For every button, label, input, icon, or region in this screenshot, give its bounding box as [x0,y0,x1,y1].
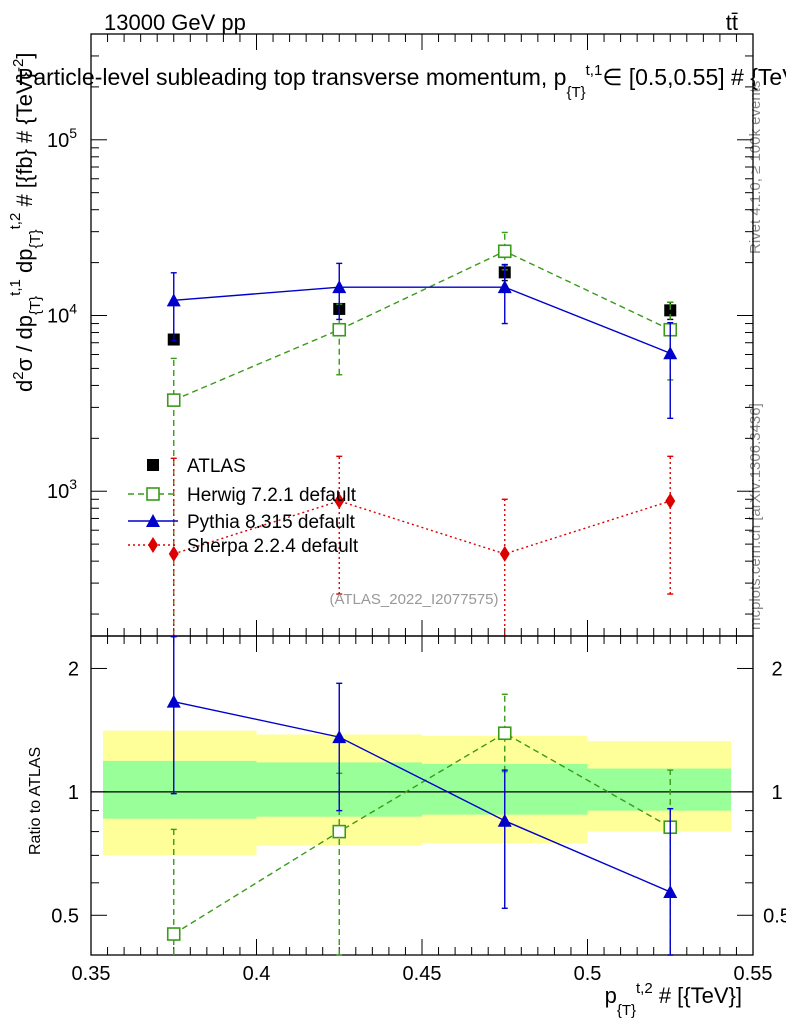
ratio-pythia-point [663,884,678,898]
main-ytick-label: 105 [47,125,77,152]
xtick-label: 0.4 [243,963,271,985]
green-band [103,760,257,819]
main-pythia-point [332,280,347,294]
legend-sherpa-label: Sherpa 2.2.4 default [187,536,359,557]
analysis-watermark: (ATLAS_2022_I2077575) [329,591,498,608]
xtick-label: 0.55 [734,963,773,985]
main-sherpa-point [499,545,510,562]
legend-pythia-label: Pythia 8.315 default [187,512,356,533]
main-sherpa-line [173,500,671,555]
ratio-ytick-label: 0.5 [51,905,79,927]
legend-herwig-label: Herwig 7.2.1 default [187,485,357,506]
legend-atlas-marker [147,459,159,471]
legend-sherpa-marker [148,537,158,553]
ratio-herwig-point [332,824,347,839]
xlabel: p{T}t,2 # [{TeV}] [605,980,742,1019]
main-pythia-line [173,286,671,354]
ratio-herwig-point [166,927,181,941]
main-title: Particle-level subleading top transverse… [18,62,786,101]
legend-pythia-marker [146,514,160,527]
green-band [587,768,731,811]
legend-herwig-marker [146,487,160,501]
main-herwig-point [166,393,181,407]
xtick-label: 0.5 [574,963,602,985]
mcplots-label: mcplots.cern.ch [arXiv:1306.3436] [747,403,764,630]
xtick-label: 0.35 [72,963,111,985]
ratio-ytick-label: 2 [68,658,79,680]
main-panel: 103 104 105 (ATLAS_2022_I2077575) ATLAS Herwi… [47,33,754,637]
ratio-pythia-point [166,694,181,708]
ratio-herwig-line [173,732,671,935]
ratio-ytick-label-right: 2 [771,658,782,680]
rivet-label: Rivet 4.1.0, ≥ 100k events [747,81,764,254]
ratio-ylabel: Ratio to ATLAS [27,747,44,855]
main-pythia-point [166,293,181,307]
ratio-pythia-point [332,730,347,744]
ratio-panel: 0.5 0.5 1 1 2 2 0.35 0.4 0.45 0.5 0.55 [51,635,786,985]
ratio-ytick-label-right: 0.5 [763,905,786,927]
ratio-pythia-line [173,700,671,893]
ratio-pythia-point [497,813,512,827]
legend-atlas-label: ATLAS [187,456,246,477]
ratio-ytick-label-right: 1 [771,782,782,804]
ratio-ytick-label: 1 [68,782,79,804]
energy-label: 13000 GeV pp [104,10,246,35]
ratio-herwig-point [497,726,512,741]
main-atlas-point [664,304,677,317]
main-herwig-point [332,322,347,337]
main-herwig-line [173,250,671,401]
main-ylabel: d2σ / dp{T}t,1 dp{T}t,2 # [{fb} # {TeV}-… [7,53,44,392]
main-ytick-label: 103 [47,476,77,503]
main-herwig-point [497,244,512,259]
main-pythia-point [663,346,678,360]
main-ytick-label: 104 [47,301,77,328]
xtick-label: 0.45 [403,963,442,985]
process-label: tt̄ [726,10,738,35]
main-sherpa-point [334,492,345,509]
main-sherpa-point [168,545,179,562]
main-pythia-point [497,280,512,294]
main-sherpa-point [665,492,676,509]
